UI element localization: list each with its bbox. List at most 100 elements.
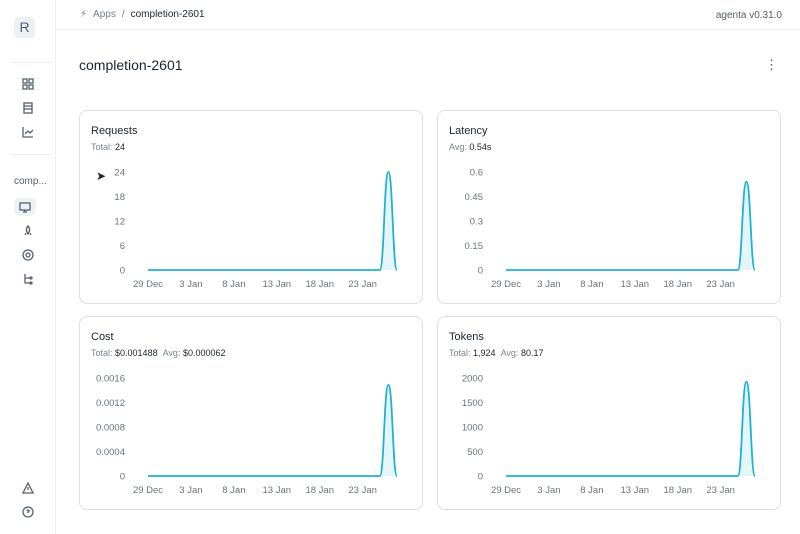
y-tick-label: 0: [120, 472, 125, 483]
series-line: [148, 171, 398, 271]
top-bar: ⚡︎ Apps / completion-2601 agenta v0.31.0: [56, 0, 800, 30]
x-tick-label: 29 Dec: [491, 485, 521, 496]
breadcrumb-apps[interactable]: Apps: [93, 9, 116, 20]
x-tick-label: 23 Jan: [348, 279, 377, 290]
summary-label: Avg:: [162, 348, 181, 358]
x-tick-label: 23 Jan: [706, 485, 735, 496]
tokens-card: Tokens Total: 1,924 Avg: 80.17 0 500 1000 150…: [437, 316, 781, 510]
y-tick-label: 500: [467, 447, 483, 458]
chart-plot: 0 0.15 0.3 0.45 0.6 29 Dec 3 Jan 8 Jan 13 Jan 18 …: [465, 168, 756, 290]
summary-label: Total:: [91, 142, 113, 152]
chart-summary: Total: 24: [91, 142, 125, 152]
x-tick-label: 3 Jan: [537, 485, 560, 496]
x-tick-label: 29 Dec: [133, 279, 163, 290]
series-line: [148, 383, 398, 477]
x-tick-label: 18 Jan: [663, 279, 692, 290]
monitor-icon[interactable]: [14, 198, 36, 216]
more-options-icon[interactable]: ⋮: [765, 57, 778, 72]
x-tick-label: 18 Jan: [305, 279, 334, 290]
y-tick-label: 0.15: [465, 241, 484, 252]
x-tick-label: 29 Dec: [133, 485, 163, 496]
y-tick-label: 0.0008: [96, 423, 125, 434]
table-icon[interactable]: [19, 99, 37, 117]
x-tick-label: 8 Jan: [222, 279, 245, 290]
chart-summary: Total: 1,924 Avg: 80.17: [449, 348, 543, 358]
app-label: comp...: [14, 176, 47, 187]
summary-value: 1,924: [473, 348, 496, 358]
chart-title: Cost: [91, 331, 114, 343]
x-tick-label: 3 Jan: [179, 279, 202, 290]
x-tick-label: 29 Dec: [491, 279, 521, 290]
y-tick-label: 0: [120, 266, 125, 277]
cost-card: Cost Total: $0.001488 Avg: $0.000062 0 0.00…: [79, 316, 423, 510]
x-tick-label: 8 Jan: [222, 485, 245, 496]
x-tick-label: 13 Jan: [621, 485, 650, 496]
divider: [10, 154, 52, 155]
x-tick-label: 18 Jan: [663, 485, 692, 496]
chart-title: Requests: [91, 125, 138, 137]
x-tick-label: 23 Jan: [348, 485, 377, 496]
summary-value: 24: [115, 142, 126, 152]
summary-value: $0.000062: [182, 348, 226, 358]
sidebar: R comp...: [0, 0, 56, 534]
chart-summary: Avg: 0.54s: [449, 142, 491, 152]
series-area: [506, 181, 755, 270]
divider: [10, 62, 52, 63]
requests-card: Requests Total: 24 0 6 12 18 24 29 Dec 3 Jan 8 Ja…: [79, 110, 423, 304]
y-tick-label: 18: [114, 192, 125, 203]
x-tick-label: 18 Jan: [305, 485, 334, 496]
x-tick-label: 3 Jan: [537, 279, 560, 290]
tree-icon[interactable]: [19, 270, 37, 288]
series-area: [148, 384, 397, 476]
y-tick-label: 1000: [462, 423, 483, 434]
y-tick-label: 0.0012: [96, 398, 125, 409]
chart-title: Tokens: [449, 331, 484, 343]
y-tick-label: 6: [120, 241, 125, 252]
summary-value: 80.17: [520, 348, 544, 358]
chart-plot: 0 500 1000 1500 2000 29 Dec 3 Jan 8 Jan 13 Jan 18…: [462, 374, 756, 496]
summary-value: $0.001488: [115, 348, 158, 358]
y-tick-label: 0: [478, 266, 483, 277]
y-tick-label: 0.3: [470, 217, 483, 228]
summary-label: Total:: [449, 348, 471, 358]
summary-label: Total:: [91, 348, 113, 358]
y-tick-label: 0.6: [470, 168, 483, 179]
x-tick-label: 23 Jan: [706, 279, 735, 290]
alert-icon[interactable]: [19, 479, 37, 497]
chart-plot: 0 0.0004 0.0008 0.0012 0.0016 29 Dec 3 Jan 8 Ja…: [96, 374, 398, 496]
series-area: [506, 381, 755, 476]
org-avatar[interactable]: R: [14, 17, 35, 38]
series-line: [506, 380, 756, 477]
chart-summary: Total: $0.001488 Avg: $0.000062: [91, 348, 226, 358]
y-tick-label: 0: [478, 472, 483, 483]
y-tick-label: 12: [114, 217, 125, 228]
chart-icon[interactable]: [19, 123, 37, 141]
breadcrumb: ⚡︎ Apps / completion-2601: [80, 9, 205, 20]
chart-plot: 0 6 12 18 24 29 Dec 3 Jan 8 Jan 13 Jan 18 Jan 23 J…: [114, 168, 398, 290]
grid-icon[interactable]: [19, 75, 37, 93]
chart-title: Latency: [449, 125, 488, 137]
x-tick-label: 8 Jan: [580, 485, 603, 496]
y-tick-label: 0.0016: [96, 374, 125, 385]
rocket-icon[interactable]: [19, 222, 37, 240]
latency-card: Latency Avg: 0.54s 0 0.15 0.3 0.45 0.6 29 Dec 3 …: [437, 110, 781, 304]
x-tick-label: 8 Jan: [580, 279, 603, 290]
x-tick-label: 13 Jan: [263, 485, 292, 496]
summary-value: 0.54s: [469, 142, 492, 152]
target-icon[interactable]: [19, 246, 37, 264]
help-icon[interactable]: [19, 503, 37, 521]
y-tick-label: 24: [114, 168, 125, 179]
mouse-cursor-icon: ➤: [96, 169, 107, 183]
summary-label: Avg:: [500, 348, 519, 358]
breadcrumb-current: completion-2601: [130, 9, 205, 20]
y-tick-label: 2000: [462, 374, 483, 385]
x-tick-label: 3 Jan: [179, 485, 202, 496]
version-label: agenta v0.31.0: [715, 10, 782, 21]
breadcrumb-separator: /: [121, 9, 125, 20]
bolt-icon: ⚡︎: [80, 9, 88, 20]
x-tick-label: 13 Jan: [621, 279, 650, 290]
series-area: [148, 172, 397, 270]
y-tick-label: 0.0004: [96, 447, 125, 458]
y-tick-label: 1500: [462, 398, 483, 409]
page-title: completion-2601: [79, 57, 183, 73]
